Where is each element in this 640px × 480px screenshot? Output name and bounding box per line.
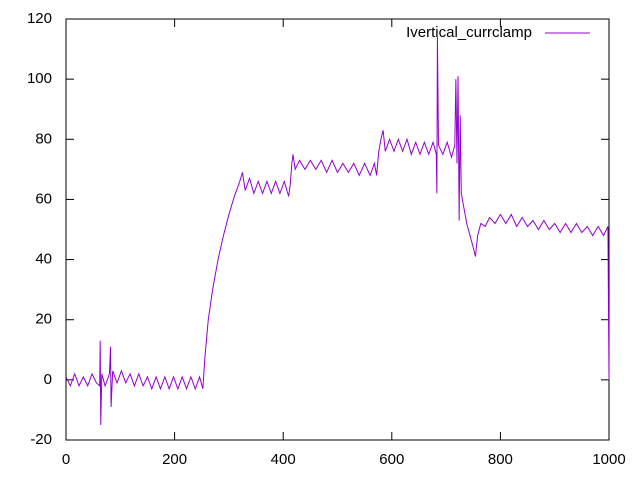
x-tick-label: 600 — [379, 451, 404, 468]
y-tick-label: 60 — [35, 190, 52, 207]
x-tick-label: 0 — [62, 451, 70, 468]
y-tick-label: 20 — [35, 311, 52, 328]
x-tick-label: 1000 — [592, 451, 625, 468]
y-tick-label: -20 — [30, 431, 52, 448]
plot-border — [65, 18, 610, 441]
y-tick-label: 120 — [27, 10, 52, 27]
x-tick-label: 200 — [162, 451, 187, 468]
x-tick-label: 400 — [271, 451, 296, 468]
y-tick-label: 0 — [44, 371, 52, 388]
y-tick-label: 80 — [35, 130, 52, 147]
x-tick-label: 800 — [488, 451, 513, 468]
y-tick-label: 100 — [27, 70, 52, 87]
legend-label: Ivertical_currclamp — [406, 24, 532, 41]
data-line — [65, 37, 610, 425]
y-tick-label: 40 — [35, 251, 52, 268]
